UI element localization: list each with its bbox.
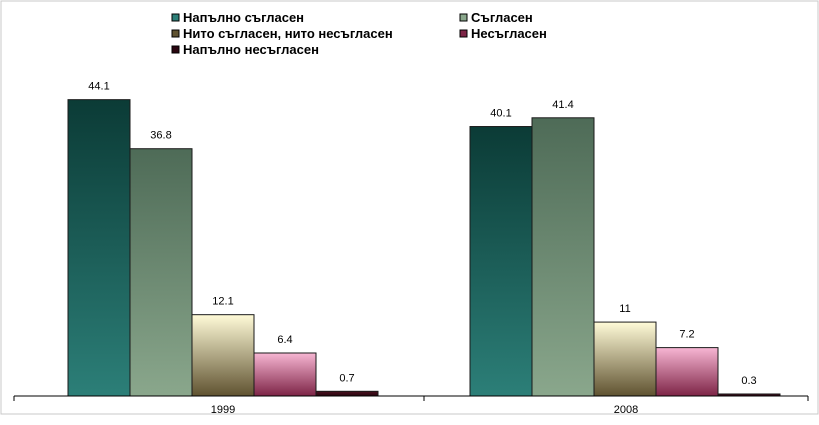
bars: [67, 99, 781, 397]
x-tick-label-2008: 2008: [614, 404, 638, 416]
bar-1999-series-1: [129, 148, 193, 397]
bar-2008-series-0: [469, 126, 533, 397]
data-label-2008-series-2: 11: [619, 303, 630, 315]
bar-2008-series-3: [655, 347, 719, 397]
legend-label-3: Несъгласен: [471, 26, 547, 41]
legend-swatch-2: [171, 29, 180, 38]
data-label-1999-series-3: 6.4: [277, 334, 292, 346]
bar-1999-series-3: [253, 352, 317, 397]
data-label-1999-series-0: 44.1: [88, 81, 109, 93]
data-label-2008-series-1: 41.4: [552, 99, 573, 111]
data-label-1999-series-4: 0.7: [339, 372, 354, 384]
data-label-2008-series-0: 40.1: [490, 108, 511, 120]
legend-swatch-3: [459, 29, 468, 38]
bar-2008-series-1: [531, 117, 595, 397]
x-axis-ticks: 1999 2008: [13, 396, 809, 416]
x-tick-label-1999: 1999: [211, 404, 235, 416]
legend-swatch-4: [171, 45, 180, 54]
legend-label-2: Нито съгласен, нито несъгласен: [183, 26, 393, 41]
data-label-2008-series-4: 0.3: [741, 375, 756, 387]
data-label-1999-series-2: 12.1: [212, 296, 233, 308]
legend-swatch-1: [459, 13, 468, 22]
legend-swatch-0: [171, 13, 180, 22]
bar-1999-series-2: [191, 314, 255, 397]
bar-1999-series-4: [315, 390, 379, 397]
data-label-2008-series-3: 7.2: [679, 329, 694, 341]
data-label-1999-series-1: 36.8: [150, 130, 171, 142]
bar-2008-series-2: [593, 321, 657, 397]
legend-label-4: Напълно несъгласен: [183, 42, 319, 57]
legend: Напълно съгласен Съгласен Нито съгласен, н…: [171, 10, 547, 57]
bar-1999-series-0: [67, 99, 131, 397]
data-labels: 44.1 36.8 12.1 6.4 0.7 40.1 41.4 11 7.2 0.3: [88, 81, 756, 387]
legend-label-0: Напълно съгласен: [183, 10, 304, 25]
legend-label-1: Съгласен: [471, 10, 533, 25]
